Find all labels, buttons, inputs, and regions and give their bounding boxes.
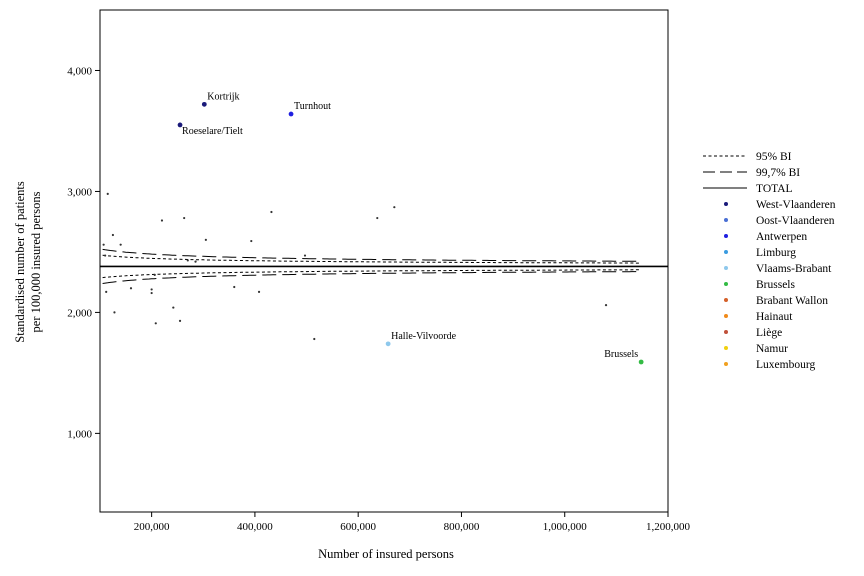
point-label: Brussels [604,349,638,360]
x-tick-label: 1,200,000 [646,521,691,533]
legend-label: 99,7% BI [756,167,800,179]
x-tick-label: 400,000 [237,521,273,533]
legend-marker [724,218,728,222]
x-tick-label: 200,000 [134,521,170,533]
legend-marker [724,314,728,318]
x-axis-title: Number of insured persons [318,547,454,561]
data-point [172,306,175,309]
legend-label: Brussels [756,279,796,291]
data-point [376,216,379,220]
data-point [204,238,207,241]
legend-marker [724,234,728,238]
legend-label: 95% BI [756,151,792,163]
legend-marker [724,346,728,350]
data-point [393,206,396,209]
point-label: Roeselare/Tielt [182,126,243,137]
data-point [313,337,316,341]
data-point [160,219,164,222]
data-point [178,319,182,322]
y-tick-label: 4,000 [67,65,92,77]
ci997-lower-line [102,271,640,284]
data-point [104,254,107,257]
legend-label: Limburg [756,247,796,259]
data-point [250,239,253,243]
legend-label: TOTAL [756,183,793,195]
point-label: Kortrijk [207,91,239,102]
highlighted-point [638,359,644,365]
data-point [113,311,116,314]
legend-marker [724,330,728,334]
legend-label: Antwerpen [756,231,807,243]
plot-frame [99,9,669,513]
ci95-lower-line [102,269,640,279]
ci95-upper-line [102,254,640,264]
data-point [150,291,153,295]
data-point [270,210,273,214]
ci997-upper-line [102,248,640,262]
legend-marker [724,282,728,286]
legend-marker [724,202,728,206]
point-label: Turnhout [294,101,331,112]
legend-marker [724,298,728,302]
y-axis-title-line2: per 100,000 insured persons [29,191,43,332]
x-tick-label: 600,000 [340,521,376,533]
x-tick-label: 800,000 [444,521,480,533]
data-point [102,243,105,246]
highlighted-point [201,101,207,107]
legend-label: Oost-Vlaanderen [756,215,835,227]
data-point [257,290,261,293]
y-tick-label: 3,000 [67,186,92,198]
legend-label: Namur [756,343,788,355]
highlighted-point [288,111,294,117]
data-point [105,290,108,293]
y-tick-label: 1,000 [67,428,92,440]
x-tick-label: 1,000,000 [543,521,588,533]
legend-label: Brabant Wallon [756,295,828,307]
data-point [186,259,189,262]
data-point [183,216,186,220]
y-tick-label: 2,000 [67,307,92,319]
y-axis-title-line1: Standardised number of patients [13,181,27,343]
data-point [119,243,122,246]
data-point [154,322,157,325]
data-point [194,260,197,263]
legend-label: Vlaams-Brabant [756,263,832,275]
legend-label: Liège [756,327,782,339]
legend-marker [724,266,728,270]
legend-marker [724,250,728,254]
data-point [604,304,608,307]
data-point [303,254,307,257]
data-point [153,273,156,277]
data-point [111,233,115,237]
data-point [129,287,133,290]
highlighted-point [177,122,183,128]
highlighted-point [385,341,391,347]
legend-label: West-Vlaanderen [756,199,836,211]
legend-label: Luxembourg [756,359,815,371]
data-point [150,288,153,291]
data-point [106,192,109,195]
legend-label: Hainaut [756,311,793,323]
data-point [233,285,236,289]
legend-marker [724,362,728,366]
point-label: Halle-Vilvoorde [391,331,456,342]
legend: 95% BI 99,7% BI TOTAL West-Vlaanderen Oost-V… [703,151,836,371]
